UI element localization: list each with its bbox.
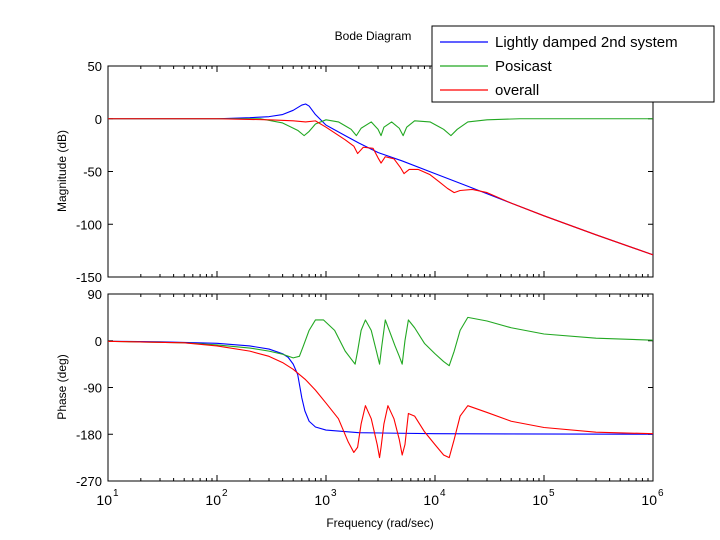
xtick-label: 10 1: [96, 488, 119, 508]
xtick-label: 10 2: [205, 488, 228, 508]
legend-label: Posicast: [495, 58, 553, 75]
xtick-label-exponent: 4: [440, 488, 446, 499]
magnitude-ytick-label: 0: [95, 112, 102, 127]
xtick-label-exponent: 2: [222, 488, 228, 499]
magnitude-ytick-label: -150: [76, 270, 102, 285]
legend-box: [431, 25, 715, 103]
phase-ytick-label: -90: [83, 381, 102, 396]
magnitude-ytick-label: -100: [76, 217, 102, 232]
magnitude-ytick-label: 50: [88, 59, 102, 74]
xtick-label: 10 6: [641, 488, 664, 508]
magnitude-ytick-label: -50: [83, 165, 102, 180]
phase-ytick-label: 0: [95, 334, 102, 349]
xtick-label-exponent: 5: [549, 488, 555, 499]
phase-series-lightly-damped-2nd-system: [108, 340, 653, 435]
phase-panel: 90 0 -90 -180 -270 Phase (deg): [55, 287, 654, 489]
phase-series-overall: [108, 340, 653, 459]
magnitude-series-lightly-damped-2nd-system: [108, 103, 653, 256]
xtick-label-base: 10: [314, 492, 330, 508]
legend: Lightly damped 2nd system Posicast overall: [431, 25, 715, 103]
x-axis-label: Frequency (rad/sec): [326, 516, 433, 530]
legend-label: Lightly damped 2nd system: [495, 34, 678, 51]
xtick-label-exponent: 1: [113, 488, 119, 499]
phase-series-posicast: [108, 316, 653, 367]
xtick-label: 10 4: [423, 488, 446, 508]
xtick-label: 10 3: [314, 488, 337, 508]
xtick-label-base: 10: [96, 492, 112, 508]
chart-title: Bode Diagram: [335, 29, 412, 43]
phase-ytick-label: 90: [88, 287, 102, 302]
magnitude-ylabel: Magnitude (dB): [55, 130, 69, 212]
xtick-label-exponent: 3: [331, 488, 337, 499]
magnitude-series-posicast: [108, 118, 653, 137]
legend-label: overall: [495, 82, 539, 99]
xtick-label-base: 10: [532, 492, 548, 508]
phase-ytick-label: -270: [76, 474, 102, 489]
phase-ytick-label: -180: [76, 427, 102, 442]
magnitude-series-overall: [108, 118, 653, 256]
phase-ylabel: Phase (deg): [55, 354, 69, 419]
xtick-label-base: 10: [641, 492, 657, 508]
xtick-label-base: 10: [423, 492, 439, 508]
xtick-label: 10 5: [532, 488, 555, 508]
xtick-label-exponent: 6: [658, 488, 664, 499]
xtick-label-base: 10: [205, 492, 221, 508]
